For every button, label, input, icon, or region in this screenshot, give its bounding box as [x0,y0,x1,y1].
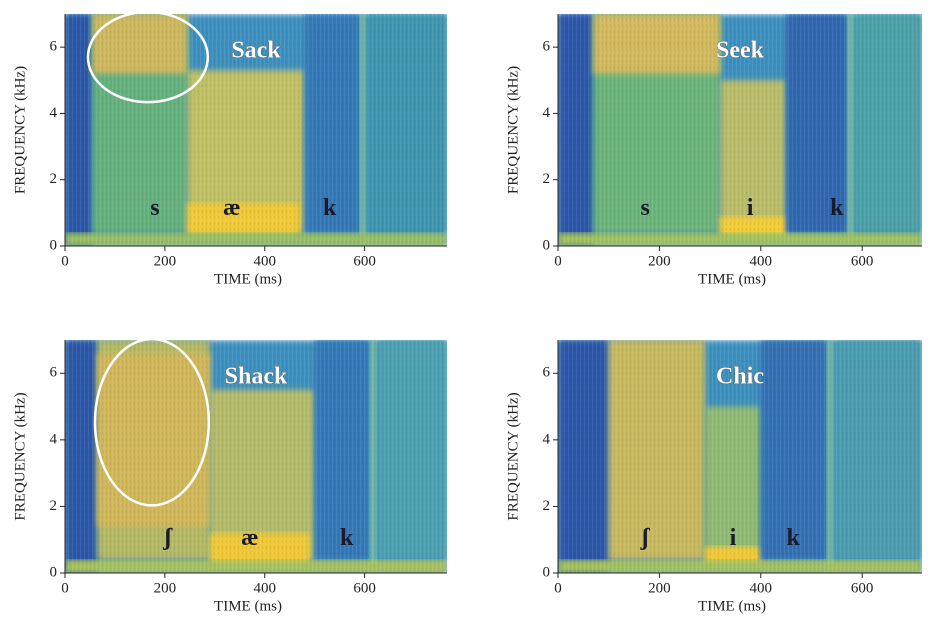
x-tick-label: 400 [253,253,276,269]
x-tick-label: 600 [353,253,376,269]
y-axis-label: FREQUENCY (kHz) [505,66,521,194]
x-tick-label: 600 [851,253,874,269]
y-tick-label: 4 [543,431,551,447]
x-tick-label: 200 [154,580,177,596]
phoneme-label: æ [223,195,240,221]
phoneme-label: s [150,195,159,221]
x-tick-label: 400 [750,580,773,596]
x-axis-label: TIME (ms) [698,271,766,287]
phoneme-label: æ [241,525,258,551]
phoneme-label: ʃ [640,525,651,551]
texture [558,14,922,246]
y-tick-label: 0 [50,237,58,253]
x-tick-label: 0 [61,253,69,269]
y-tick-label: 4 [50,431,58,447]
y-tick-label: 6 [50,365,58,381]
chart-title: Shack [225,364,288,390]
y-tick-label: 2 [50,171,58,187]
y-tick-label: 6 [543,39,551,55]
y-tick-label: 0 [543,237,551,253]
phoneme-label: i [730,525,737,551]
y-tick-label: 6 [50,39,58,55]
y-tick-label: 4 [543,105,551,121]
x-tick-label: 200 [648,253,671,269]
x-tick-label: 0 [61,580,69,596]
phoneme-label: ʃ [162,525,173,551]
plot-area [558,340,922,573]
texture [65,14,447,246]
x-tick-label: 200 [154,253,177,269]
texture [65,340,447,573]
y-axis-label: FREQUENCY (kHz) [12,66,28,194]
x-tick-label: 400 [750,253,773,269]
phoneme-label: i [747,195,754,221]
y-tick-label: 4 [50,105,58,121]
chart-title: Seek [716,38,765,64]
x-tick-label: 0 [554,253,562,269]
plot-area [65,340,447,573]
highlight-ellipse [93,337,211,507]
chart-title: Sack [231,38,281,64]
x-axis-label: TIME (ms) [214,271,282,287]
plot-area [558,14,922,246]
phoneme-label: k [340,525,354,551]
phoneme-label: k [830,195,844,221]
phoneme-label: k [323,195,337,221]
y-tick-label: 2 [543,171,551,187]
x-tick-label: 400 [253,580,276,596]
highlight-ellipse [86,10,210,104]
x-axis-label: TIME (ms) [214,598,282,614]
chart-title: Chic [716,364,764,390]
x-tick-label: 600 [353,580,376,596]
texture [558,340,922,573]
x-axis-label: TIME (ms) [698,598,766,614]
x-tick-label: 0 [554,580,562,596]
y-tick-label: 6 [543,365,551,381]
x-tick-label: 200 [648,580,671,596]
y-axis-label: FREQUENCY (kHz) [12,392,28,520]
y-tick-label: 0 [50,564,58,580]
phoneme-label: k [787,525,801,551]
phoneme-label: s [641,195,650,221]
y-tick-label: 0 [543,564,551,580]
y-tick-label: 2 [543,498,551,514]
x-tick-label: 600 [851,580,874,596]
y-axis-label: FREQUENCY (kHz) [505,392,521,520]
y-tick-label: 2 [50,498,58,514]
